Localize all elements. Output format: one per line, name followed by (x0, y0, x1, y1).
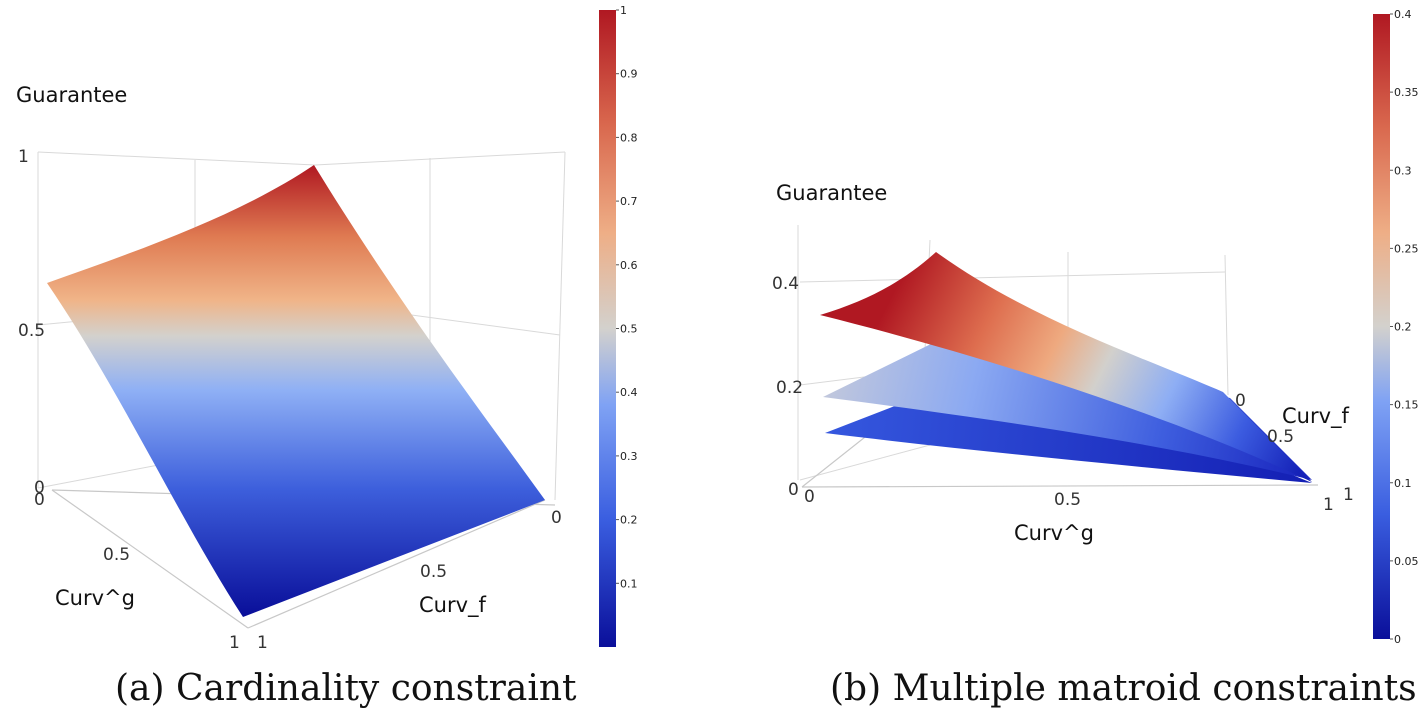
panel-a-ylabel: Curv^g (55, 586, 135, 610)
panel-a-surface (47, 165, 545, 617)
colorbar-tick-label: 0.05 (1394, 555, 1419, 568)
panel-b-xtick-05: 0.5 (1267, 427, 1294, 447)
panel-a-ytick-05: 0.5 (103, 545, 130, 565)
colorbar-tick-label: 0.6 (620, 259, 638, 272)
colorbar-tick-label: 0 (1394, 633, 1401, 646)
colorbar-tick-label: 0.7 (620, 195, 638, 208)
panel-a: Guarantee 1 0.5 0 0 0.5 1 Curv^g 1 0.5 0… (16, 4, 638, 709)
panel-a-xtick-05: 0.5 (420, 562, 447, 582)
colorbar-tick-label: 0.2 (620, 514, 638, 527)
panel-a-zlabel: Guarantee (16, 83, 127, 107)
colorbar-tick-label: 0.8 (620, 131, 638, 144)
panel-b-ytick-1: 1 (1323, 495, 1334, 515)
colorbar-tick-label: 0.5 (620, 323, 638, 336)
panel-b-zlabel: Guarantee (776, 181, 887, 205)
panel-b-colorbar (1373, 14, 1390, 639)
colorbar-tick-label: 0.3 (1394, 164, 1412, 177)
panel-b-ylabel: Curv^g (1014, 521, 1094, 545)
colorbar-tick-label: 0.9 (620, 68, 638, 81)
colorbar-tick-label: 0.15 (1394, 399, 1419, 412)
panel-a-xlabel: Curv_f (419, 593, 487, 618)
panel-a-xtick-1: 1 (257, 633, 268, 653)
colorbar-tick-label: 1 (620, 4, 627, 17)
panel-b-surface-top (820, 252, 1312, 482)
panel-a-ztick-1: 1 (18, 147, 29, 167)
panel-b-ytick-05: 0.5 (1054, 490, 1081, 510)
panel-b-xtick-1: 1 (1343, 485, 1354, 505)
panel-b-xtick-0: 0 (1235, 391, 1246, 411)
panel-a-ztick-05: 0.5 (18, 321, 45, 341)
panel-b-ytick-0: 0 (804, 487, 815, 507)
panel-b-ztick-0: 0 (788, 480, 799, 500)
panel-b-colorbar-ticks: 0 0.05 0.1 0.15 0.2 0.25 0.3 0.35 0.4 (1390, 8, 1419, 646)
panel-b-ztick-02: 0.2 (776, 378, 803, 398)
panel-a-colorbar-ticks: 0.1 0.2 0.3 0.4 0.5 0.6 0.7 0.8 0.9 1 (616, 4, 638, 590)
colorbar-tick-label: 0.4 (620, 386, 638, 399)
panel-b-caption: (b) Multiple matroid constraints (830, 668, 1417, 709)
panel-a-colorbar (599, 10, 616, 647)
colorbar-tick-label: 0.4 (1394, 8, 1412, 21)
panel-a-ztick-0: 0 (34, 478, 45, 498)
colorbar-tick-label: 0.3 (620, 450, 638, 463)
colorbar-tick-label: 0.25 (1394, 242, 1419, 255)
colorbar-tick-label: 0.1 (1394, 477, 1412, 490)
panel-b-surface-low (825, 392, 1312, 483)
panel-a-ytick-1: 1 (229, 633, 240, 653)
panel-b-xlabel: Curv_f (1282, 404, 1350, 429)
panel-b-surface-mid (823, 342, 1312, 480)
panel-a-caption: (a) Cardinality constraint (115, 668, 577, 709)
panel-b: Guarantee 0.4 0.2 0 0 0.5 1 Curv^g 0 0.5… (772, 8, 1419, 709)
panel-b-ztick-04: 0.4 (772, 274, 799, 294)
colorbar-tick-label: 0.35 (1394, 86, 1419, 99)
colorbar-tick-label: 0.2 (1394, 321, 1412, 334)
panel-a-xtick-0: 0 (551, 508, 562, 528)
colorbar-tick-label: 0.1 (620, 577, 638, 590)
panel-a-ytick-0: 0 (34, 490, 45, 510)
